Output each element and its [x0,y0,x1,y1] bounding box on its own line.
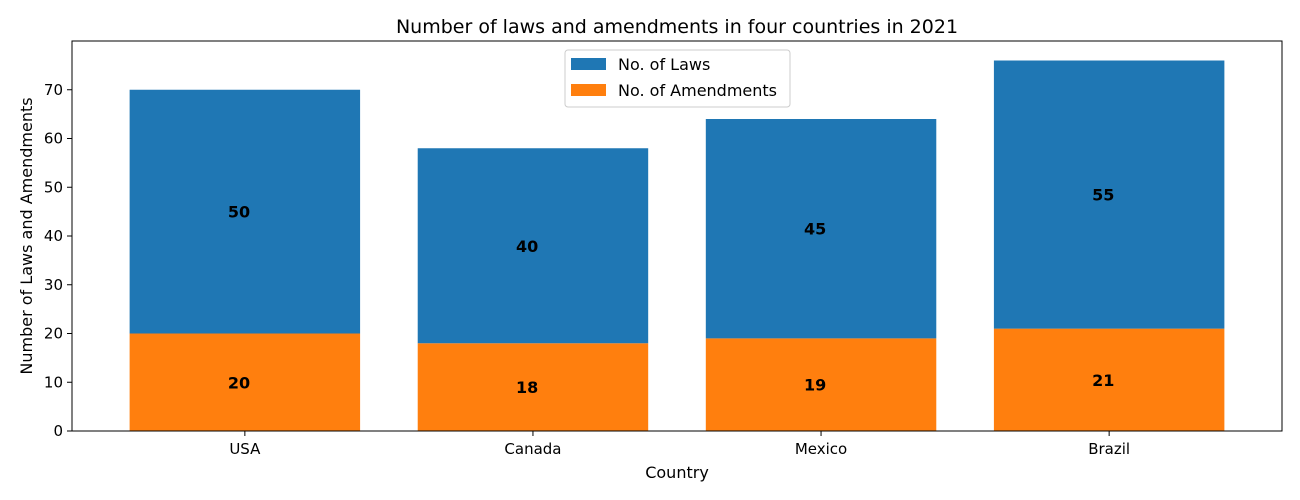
y-axis-label: Number of Laws and Amendments [17,97,36,374]
x-tick-label: USA [229,440,261,458]
x-tick-label: Mexico [795,440,847,458]
y-tick-label: 0 [53,422,63,440]
data-label-no-of-laws-mexico: 45 [804,220,826,239]
legend-box [564,49,791,108]
x-tick-label: Brazil [1088,440,1130,458]
y-tick-label: 30 [44,276,63,294]
y-tick-label: 10 [44,373,63,391]
y-tick-label: 40 [44,227,63,245]
data-labels-layer: 20 50 18 40 19 45 21 55 [228,186,1115,398]
data-label-no-of-amendments-usa: 20 [228,373,250,392]
x-tick-label: Canada [504,440,561,458]
bar-no-of-laws-brazil [993,60,1225,329]
y-tick-label: 60 [44,130,63,148]
y-tick-label: 70 [44,81,63,99]
bar-no-of-amendments-brazil [993,328,1225,431]
data-label-no-of-amendments-mexico: 19 [804,376,826,395]
bar-no-of-laws-canada [417,148,649,344]
bar-no-of-amendments-canada [417,343,649,431]
chart-title: Number of laws and amendments in four co… [396,16,958,38]
legend-swatch-no-of-laws [571,58,606,70]
y-axis: 0 10 20 30 40 50 60 70 [44,81,72,440]
bar-no-of-laws-usa [129,89,361,334]
y-tick-label: 20 [44,325,63,343]
bar-no-of-amendments-usa [129,333,361,431]
data-label-no-of-amendments-brazil: 21 [1092,371,1114,390]
data-label-no-of-amendments-canada: 18 [516,378,538,397]
legend-entry-no-of-amendments: No. of Amendments [618,81,777,100]
data-label-no-of-laws-usa: 50 [228,203,250,222]
bar-no-of-laws-mexico [705,119,937,339]
data-label-no-of-laws-brazil: 55 [1092,186,1114,205]
bar-no-of-amendments-mexico [705,338,937,431]
bars-layer [129,60,1225,431]
x-axis: USA Canada Mexico Brazil [229,431,1130,458]
x-axis-label: Country [645,463,709,482]
y-tick-label: 50 [44,178,63,196]
legend: No. of Laws No. of Amendments [564,49,791,108]
legend-swatch-no-of-amendments [571,84,606,96]
legend-entry-no-of-laws: No. of Laws [618,55,710,74]
data-label-no-of-laws-canada: 40 [516,237,538,256]
